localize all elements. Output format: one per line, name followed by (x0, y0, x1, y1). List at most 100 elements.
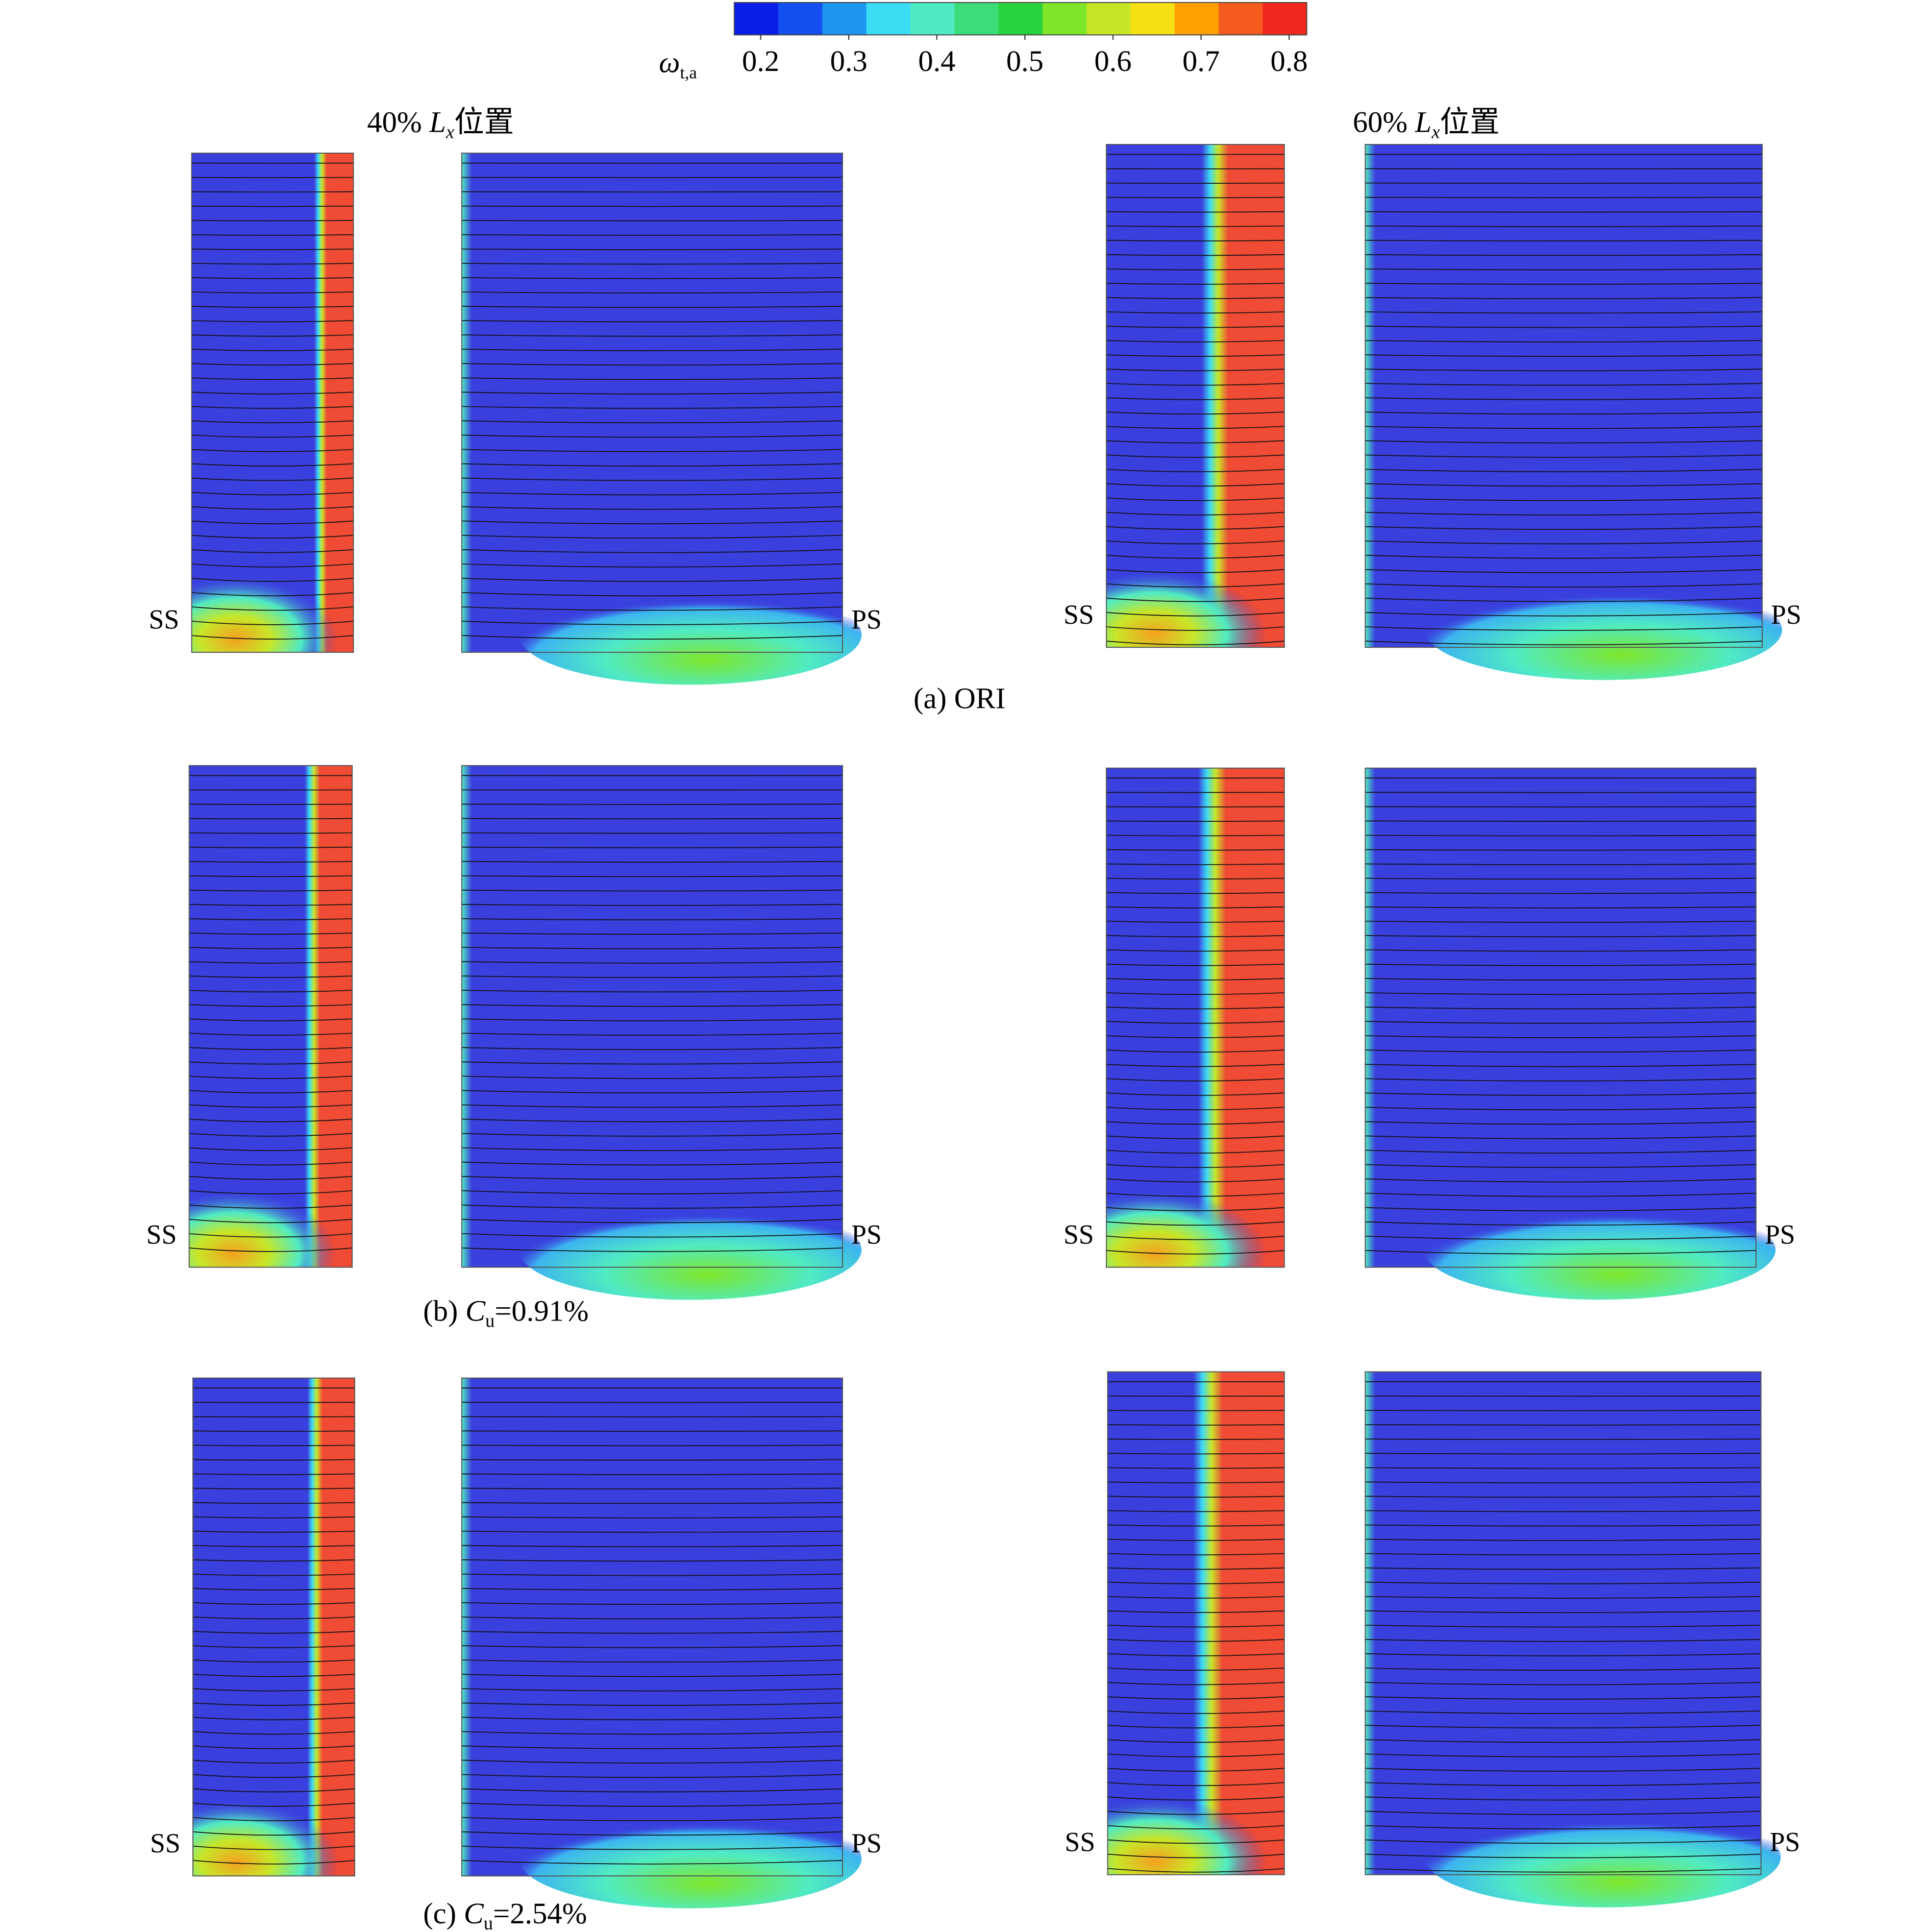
streamline (1106, 354, 1284, 357)
streamline (1106, 877, 1284, 880)
colorbar-tick-label: 0.2 (742, 44, 779, 78)
streamline (1365, 1624, 1761, 1628)
streamline (1365, 369, 1763, 372)
streamline (192, 1573, 355, 1576)
streamline (1106, 1007, 1284, 1010)
streamline (461, 903, 843, 906)
side-label: SS (1064, 599, 1094, 630)
streamline (461, 889, 843, 892)
streamline (1106, 949, 1284, 952)
streamline (192, 1602, 355, 1605)
caption: (c) Cu=2.54% (423, 1897, 587, 1932)
streamline (191, 320, 354, 323)
streamline (1365, 569, 1763, 573)
streamline (1365, 835, 1757, 837)
streamline (192, 1731, 355, 1735)
side-label: PS (851, 1828, 882, 1858)
streamline (1107, 1768, 1284, 1772)
streamline (1365, 1596, 1761, 1599)
symbol: C (464, 1897, 484, 1930)
streamline (192, 1831, 355, 1836)
streamline (1365, 1481, 1761, 1483)
streamline (461, 377, 843, 380)
streamline (1365, 1682, 1761, 1685)
symbol: L (429, 106, 446, 139)
streamline (1106, 1250, 1284, 1255)
streamline (1365, 254, 1763, 256)
streamline (1107, 1753, 1284, 1757)
streamline (461, 1090, 843, 1093)
panel-frame (1106, 143, 1285, 648)
streamline (461, 1717, 843, 1721)
streamline (461, 1645, 843, 1648)
streamline (1106, 906, 1284, 909)
streamline (1365, 1049, 1757, 1053)
streamline (191, 577, 354, 582)
streamline (1365, 612, 1763, 617)
side-label: SS (150, 1828, 181, 1858)
streamline (461, 606, 843, 611)
streamline (1107, 1782, 1284, 1787)
streamline (1365, 1078, 1757, 1082)
streamline (1106, 1192, 1284, 1197)
streamline (1365, 1121, 1757, 1125)
streamline (1106, 411, 1284, 415)
subscript: x (1431, 121, 1440, 142)
streamline (192, 1645, 355, 1648)
streamline (192, 1759, 355, 1764)
streamline (1107, 1596, 1284, 1599)
streamline (1106, 935, 1284, 938)
streamline (461, 1190, 843, 1194)
streamline (192, 1631, 355, 1634)
streamline (1365, 554, 1763, 559)
streamline (191, 606, 354, 611)
prefix: (b) (423, 1294, 465, 1328)
streamline (191, 506, 354, 510)
streamline (1106, 1064, 1284, 1067)
streamline (461, 1075, 843, 1079)
streamline (1106, 992, 1284, 995)
streamline (189, 1204, 353, 1209)
streamline (461, 1759, 843, 1764)
streamline (1365, 383, 1763, 386)
contour-panel (191, 153, 354, 653)
streamline (1107, 1796, 1284, 1801)
colorbar-swatch (1174, 2, 1219, 35)
colorbar-swatch (1042, 2, 1087, 35)
streamline (1365, 1638, 1761, 1642)
streamline (461, 975, 843, 978)
vortex-region (1424, 1200, 1776, 1300)
streamline (461, 1033, 843, 1036)
streamline (461, 577, 843, 582)
streamline (1106, 598, 1284, 602)
streamline (1365, 906, 1757, 909)
streamline (461, 875, 843, 877)
streamline (1365, 326, 1763, 328)
streamline (191, 449, 354, 452)
streamline (1365, 483, 1763, 487)
streamline (461, 1233, 843, 1238)
wall-strip (461, 153, 472, 652)
streamline (189, 961, 353, 964)
streamline (461, 1817, 843, 1821)
contour-panel (461, 1377, 862, 1909)
streamline (1365, 1064, 1757, 1067)
streamline (1106, 225, 1284, 227)
streamline (1365, 1164, 1757, 1168)
streamline (1365, 1553, 1761, 1556)
streamline (1106, 1150, 1284, 1154)
streamline (1365, 992, 1757, 995)
streamline (1365, 1135, 1757, 1139)
colorbar-tick-label: 0.6 (1094, 44, 1131, 78)
streamline (1106, 1078, 1284, 1082)
streamline (1365, 1768, 1761, 1772)
wall-strip (1365, 1372, 1375, 1875)
corner-region (1107, 1784, 1267, 1875)
streamline (1107, 1524, 1284, 1527)
streamline (1107, 1567, 1284, 1570)
streamline (461, 1702, 843, 1706)
wall-strip (461, 765, 472, 1267)
streamline (1106, 497, 1284, 501)
streamline (1365, 1524, 1761, 1527)
streamline (192, 1588, 355, 1591)
